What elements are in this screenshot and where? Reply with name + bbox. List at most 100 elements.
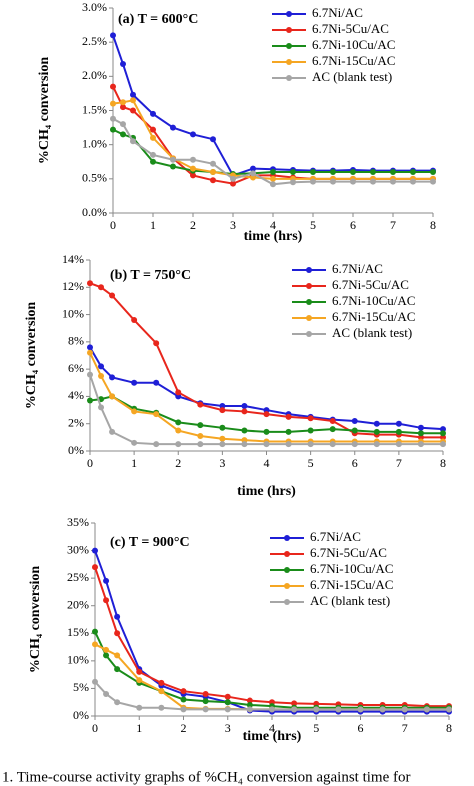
- legend-marker: [284, 535, 290, 541]
- data-point: [120, 104, 126, 111]
- panel-title: (b) T = 750°C: [110, 268, 191, 283]
- x-tick-label: 0: [87, 456, 93, 470]
- x-tick-label: 1: [131, 456, 137, 470]
- data-point: [130, 97, 136, 104]
- data-point: [153, 379, 160, 386]
- data-point: [446, 706, 452, 713]
- legend-label: 6.7Ni-5Cu/AC: [312, 21, 389, 36]
- x-tick-label: 3: [219, 456, 225, 470]
- data-point: [175, 389, 182, 396]
- data-point: [290, 169, 296, 175]
- data-point: [153, 441, 160, 448]
- y-tick-label: 3.0%: [82, 0, 107, 14]
- data-point: [197, 441, 204, 448]
- data-point: [310, 169, 316, 175]
- data-point: [170, 156, 176, 163]
- data-point: [330, 178, 336, 185]
- panel-title: (c) T = 900°C: [110, 535, 190, 550]
- data-point: [350, 178, 356, 185]
- data-point: [269, 706, 275, 713]
- x-tick-label: 7: [402, 721, 408, 735]
- series-line: [94, 631, 449, 709]
- data-point: [241, 408, 248, 415]
- data-point: [130, 138, 136, 145]
- data-point: [87, 280, 93, 287]
- data-point: [263, 441, 270, 448]
- legend-label: 6.7Ni-15Cu/AC: [310, 577, 393, 592]
- y-tick-label: 35%: [67, 515, 89, 529]
- legend-label: AC (blank test): [332, 325, 412, 340]
- y-tick-label: 12%: [62, 279, 84, 293]
- data-point: [370, 178, 376, 185]
- data-point: [270, 169, 276, 175]
- data-point: [153, 411, 160, 418]
- data-point: [92, 564, 98, 571]
- data-point: [373, 420, 380, 427]
- data-point: [307, 441, 314, 448]
- data-point: [230, 180, 236, 187]
- data-point: [158, 688, 165, 695]
- data-point: [219, 407, 226, 414]
- legend-marker: [284, 567, 290, 573]
- data-point: [307, 427, 314, 434]
- data-point: [202, 706, 209, 713]
- data-point: [219, 435, 226, 442]
- data-point: [330, 169, 336, 175]
- data-point: [210, 160, 216, 167]
- panel-title: (a) T = 600°C: [118, 12, 198, 27]
- legend-label: 6.7Ni-10Cu/AC: [332, 293, 415, 308]
- y-axis-label: %CH₄ conversion: [37, 57, 52, 164]
- legend-marker: [284, 551, 290, 557]
- data-point: [87, 397, 93, 404]
- data-point: [150, 151, 156, 158]
- data-point: [92, 628, 98, 635]
- data-point: [103, 646, 110, 653]
- data-point: [202, 698, 209, 705]
- data-point: [114, 630, 121, 637]
- data-point: [329, 417, 336, 424]
- legend-marker: [286, 75, 292, 81]
- y-tick-label: 30%: [67, 542, 89, 556]
- data-point: [175, 419, 182, 426]
- data-point: [250, 174, 256, 181]
- data-point: [98, 404, 105, 411]
- data-point: [180, 696, 187, 703]
- x-tick-label: 5: [313, 721, 319, 735]
- data-point: [158, 704, 165, 711]
- legend-marker: [286, 11, 292, 17]
- y-tick-label: 8%: [68, 334, 84, 348]
- series-line: [89, 395, 443, 435]
- y-tick-label: 1.0%: [82, 136, 107, 150]
- data-point: [92, 547, 98, 554]
- x-axis-label: time (hrs): [237, 484, 296, 499]
- data-point: [131, 317, 138, 324]
- data-point: [307, 415, 314, 422]
- y-tick-label: 2.0%: [82, 68, 107, 82]
- data-point: [120, 61, 126, 68]
- data-point: [150, 158, 156, 165]
- data-point: [158, 679, 165, 686]
- data-point: [136, 668, 143, 675]
- data-point: [210, 136, 216, 143]
- data-point: [224, 706, 231, 713]
- x-tick-label: 8: [446, 721, 452, 735]
- legend-label: 6.7Ni/AC: [332, 261, 383, 276]
- x-tick-label: 3: [230, 218, 236, 232]
- data-point: [136, 704, 143, 711]
- data-point: [103, 577, 110, 584]
- data-point: [270, 175, 276, 182]
- data-point: [351, 427, 358, 434]
- data-point: [417, 441, 424, 448]
- data-point: [430, 169, 436, 175]
- series-line: [112, 35, 433, 177]
- data-point: [390, 169, 396, 175]
- data-point: [285, 413, 292, 420]
- data-point: [180, 688, 187, 695]
- series-line: [94, 550, 449, 713]
- data-point: [395, 428, 402, 435]
- data-point: [109, 374, 116, 381]
- data-point: [114, 699, 121, 706]
- x-tick-label: 8: [430, 218, 436, 232]
- data-point: [440, 430, 446, 437]
- data-point: [190, 165, 196, 172]
